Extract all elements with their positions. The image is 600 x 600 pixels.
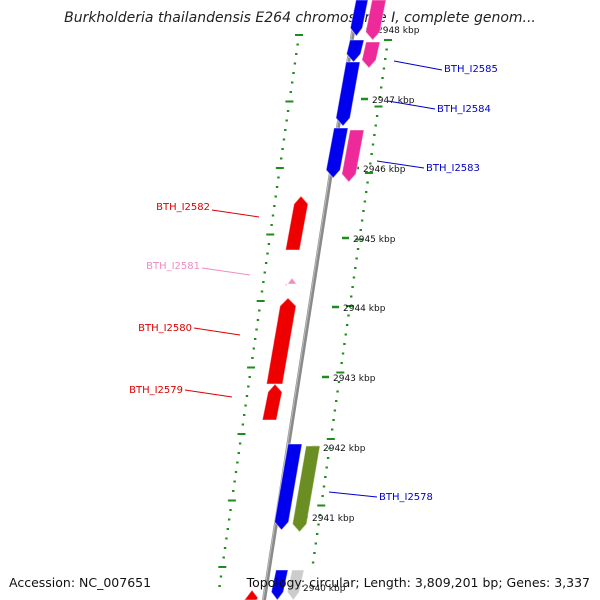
gene-arrow-forward — [325, 127, 349, 179]
scale-label-text: 2942 kbp — [323, 444, 366, 454]
gene-arrow-forward-body — [335, 62, 360, 126]
scale-label: 2945 kbp — [342, 235, 396, 245]
gene-label-leader — [184, 389, 233, 398]
pseudo-arrow-reverse-outline — [284, 277, 299, 287]
scale-label-text: 2946 kbp — [363, 165, 406, 175]
gene-arrow-forward-body — [271, 570, 288, 600]
gene-label-text: BTH_I2578 — [379, 492, 433, 503]
scale-label: 2944 kbp — [332, 304, 386, 314]
gene-arrow-forward-body — [326, 128, 348, 178]
rna-arrow-forward — [365, 0, 387, 41]
gene-arrow-reverse-outline — [284, 195, 309, 251]
rna-arrow-forward-outline — [361, 41, 381, 69]
tick-marks — [218, 34, 392, 587]
gene-arrow-reverse-outline — [243, 589, 259, 600]
scale-label: 2947 kbp — [361, 96, 415, 106]
gene-arrow-forward — [346, 39, 365, 63]
pseudo-arrow-reverse — [284, 277, 299, 287]
gene-label-text: BTH_I2582 — [156, 202, 210, 213]
gene-label-text: BTH_I2579 — [129, 385, 183, 396]
gene-label-leader — [387, 100, 436, 110]
gene-arrow-other-body — [292, 446, 320, 532]
gene-arrow-reverse-body — [262, 384, 282, 420]
gene-label-leader — [201, 267, 251, 276]
gene-arrow-forward-body — [274, 444, 302, 530]
gene-arrow-reverse-body — [244, 590, 258, 600]
rna-arrow-forward-body — [341, 130, 364, 182]
gene-label-bth-i2582: BTH_I2582 — [156, 202, 260, 218]
gene-arrow-forward-outline — [270, 569, 289, 600]
gene-label-bth-i2578: BTH_I2578 — [328, 491, 433, 503]
scale-label: 2943 kbp — [322, 374, 376, 384]
scale-label-text: 2945 kbp — [353, 235, 396, 245]
pseudo-arrow-reverse-body — [285, 278, 298, 286]
gene-label-bth-i2584: BTH_I2584 — [387, 100, 491, 115]
accession-label: Accession: NC_007651 — [9, 575, 152, 590]
scale-label-text: 2941 kbp — [312, 514, 355, 524]
gene-arrow-forward-outline — [325, 127, 349, 179]
map-title: Burkholderia thailandensis E264 chromoso… — [64, 10, 536, 26]
gene-arrow-other-outline — [286, 569, 305, 600]
gene-label-leader — [328, 491, 378, 498]
gene-arrow-other-body — [287, 570, 304, 600]
scale-label-text: 2947 kbp — [372, 96, 415, 106]
gene-arrow-reverse — [265, 297, 297, 385]
gene-arrow-other — [286, 569, 305, 600]
gene-label-leader — [211, 209, 260, 218]
gene-arrow-reverse-outline — [261, 383, 283, 421]
gene-label-leader — [393, 60, 443, 71]
scale-label: 2946 kbp — [352, 165, 406, 175]
gene-label-text: BTH_I2580 — [138, 323, 192, 334]
gene-arrow-forward — [273, 443, 303, 531]
gene-arrow-reverse-body — [266, 298, 296, 384]
gene-arrow-forward-body — [346, 40, 364, 62]
gene-arrow-reverse — [243, 589, 259, 600]
gene-label-bth-i2581: BTH_I2581 — [146, 261, 251, 276]
scale-label: 2941 kbp — [301, 514, 355, 524]
gene-arrow-reverse-body — [285, 196, 308, 250]
gene-label-leader — [376, 160, 425, 169]
gene-arrow-reverse — [284, 195, 309, 251]
gene-arrow-forward-outline — [273, 443, 303, 531]
gene-arrow-forward-outline — [349, 0, 369, 37]
gene-label-bth-i2580: BTH_I2580 — [138, 323, 241, 336]
rna-arrow-forward — [361, 41, 381, 69]
gene-label-text: BTH_I2583 — [426, 163, 480, 174]
scale-label-text: 2948 kbp — [377, 26, 420, 36]
gene-arrow-reverse-outline — [265, 297, 297, 385]
gene-arrow-forward — [270, 569, 289, 600]
scale-label-text: 2943 kbp — [333, 374, 376, 384]
gene-label-leader — [193, 327, 241, 336]
scale-label-text: 2940 kbp — [303, 584, 346, 594]
gene-label-bth-i2583: BTH_I2583 — [376, 160, 480, 174]
rna-arrow-forward-outline — [365, 0, 387, 41]
rna-arrow-forward — [341, 129, 365, 183]
gene-arrow-other-outline — [291, 445, 321, 533]
rna-arrow-forward-outline — [341, 129, 365, 183]
gene-label-bth-i2585: BTH_I2585 — [393, 60, 498, 75]
gene-arrow-forward — [349, 0, 369, 37]
gene-label-bth-i2579: BTH_I2579 — [129, 385, 233, 398]
scale-label-text: 2944 kbp — [343, 304, 386, 314]
gene-arrow-forward — [335, 61, 361, 127]
gene-arrow-forward-outline — [335, 61, 361, 127]
rna-arrow-forward-body — [361, 42, 380, 68]
gene-arrow-other — [291, 445, 321, 533]
rna-arrow-forward-body — [365, 0, 386, 40]
gene-arrow-reverse — [261, 383, 283, 421]
gene-label-text: BTH_I2581 — [146, 261, 200, 272]
gene-arrow-forward-outline — [346, 39, 365, 63]
genome-summary: Topology: circular; Length: 3,809,201 bp… — [246, 575, 590, 590]
gene-label-text: BTH_I2585 — [444, 64, 498, 75]
gene-arrow-forward-body — [350, 0, 368, 36]
gene-label-text: BTH_I2584 — [437, 104, 491, 115]
